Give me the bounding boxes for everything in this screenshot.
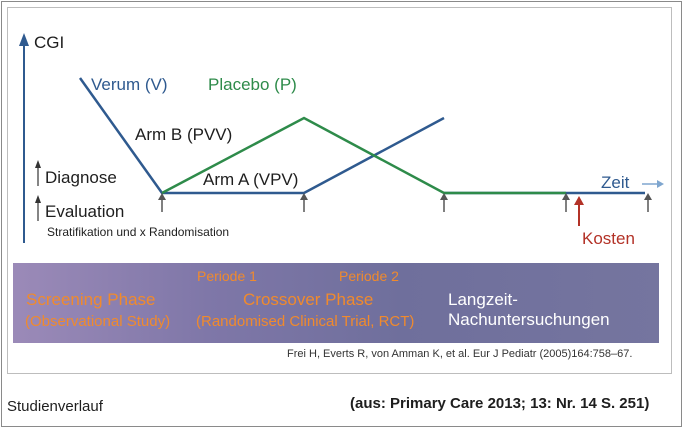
crossover-phase-subtitle: (Randomised Clinical Trial, RCT) <box>196 313 415 330</box>
y-axis-arrow <box>19 33 29 46</box>
periode-2-label: Periode 2 <box>339 268 399 284</box>
periode-1-label: Periode 1 <box>197 268 257 284</box>
figure-caption: Studienverlauf <box>7 398 103 415</box>
citation: Frei H, Everts R, von Amman K, et al. Eu… <box>287 348 633 360</box>
kosten-label: Kosten <box>582 229 635 248</box>
langzeit-line-2: Nachuntersuchungen <box>448 310 610 329</box>
figure-source: (aus: Primary Care 2013; 13: Nr. 14 S. 2… <box>350 395 650 412</box>
x-axis-label: Zeit <box>601 173 630 192</box>
diagnose-label: Diagnose <box>45 168 117 187</box>
side-arrows <box>35 160 41 221</box>
crossover-phase-title: Crossover Phase <box>243 290 374 309</box>
arm-a-label: Arm A (VPV) <box>203 170 299 189</box>
verum-label: Verum (V) <box>91 75 168 94</box>
y-axis-label: CGI <box>34 33 65 52</box>
placebo-label: Placebo (P) <box>208 75 297 94</box>
evaluation-label: Evaluation <box>45 202 125 221</box>
arm-b-line <box>161 116 566 195</box>
screening-phase-title: Screening Phase <box>26 290 156 309</box>
langzeit-line-1: Langzeit- <box>448 290 518 309</box>
time-ticks <box>158 193 652 212</box>
phase-band <box>13 263 659 343</box>
stratification-label: Stratifikation und x Randomisation <box>47 225 230 239</box>
screening-phase-subtitle: (Observational Study) <box>25 313 171 330</box>
arm-b-label: Arm B (PVV) <box>135 125 233 144</box>
